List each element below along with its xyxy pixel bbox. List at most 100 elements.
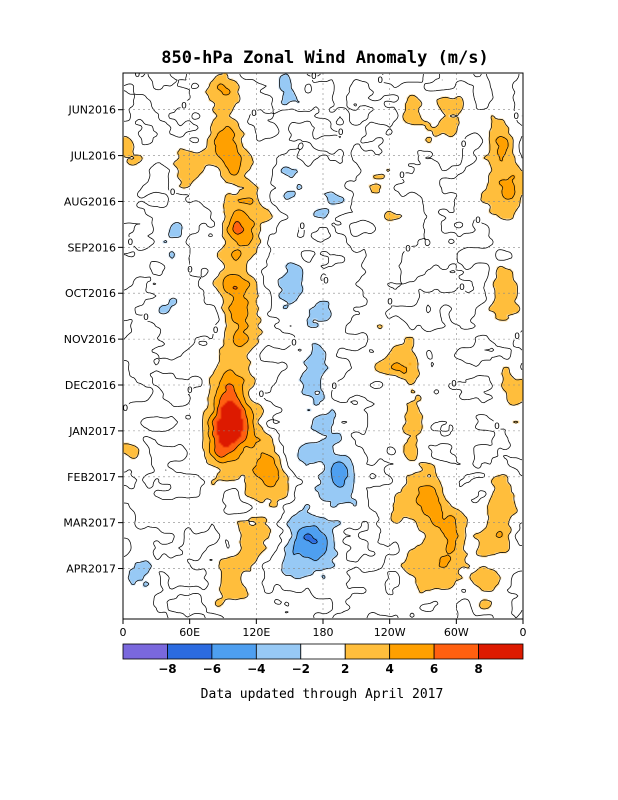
- colorbar-swatch: [389, 643, 435, 660]
- x-tick-label: 60E: [179, 626, 200, 639]
- y-tick-label: MAR2017: [63, 517, 116, 530]
- chart-title: 850-hPa Zonal Wind Anomaly (m/s): [161, 48, 489, 68]
- contour-label-bg: [513, 331, 521, 340]
- colorbar-label: 6: [430, 662, 438, 676]
- y-tick-label: DEC2016: [65, 379, 116, 392]
- contour-label-bg: [376, 75, 384, 84]
- contour-label-bg: [386, 296, 394, 306]
- contour-label: 0: [299, 222, 305, 232]
- update-note: Data updated through April 2017: [201, 687, 444, 702]
- contour-label-bg: [123, 403, 129, 412]
- contour-2: [123, 73, 523, 610]
- contour-label: 0: [187, 266, 193, 276]
- contour-label: 0: [494, 422, 500, 432]
- y-tick-label: JUL2016: [70, 150, 116, 163]
- contour-6: [211, 221, 249, 458]
- contour-label-bg: [180, 100, 188, 110]
- colorbar-label: 8: [474, 662, 482, 676]
- contour-label: 0: [513, 112, 519, 122]
- colorbar-swatch: [344, 643, 391, 660]
- y-tick-label: NOV2016: [64, 333, 116, 346]
- colorbar-swatch: [478, 643, 524, 660]
- gridlines: [123, 73, 523, 619]
- contour-label: 0: [181, 101, 187, 111]
- contour-4: [207, 83, 516, 568]
- contour-label: 0: [338, 128, 344, 138]
- y-tick-label: FEB2017: [67, 471, 116, 484]
- contour-label-bg: [458, 281, 466, 291]
- colorbar-swatch: [122, 643, 168, 660]
- contour-label-bg: [450, 378, 458, 388]
- colorbar-swatch: [433, 643, 479, 660]
- contour-label-bg: [322, 275, 330, 285]
- contour-label: 0: [323, 276, 329, 286]
- contour-label: 0: [143, 313, 149, 323]
- colorbar-swatch: [211, 643, 257, 660]
- contour-label-bg: [250, 107, 258, 117]
- colorbar-swatch: [255, 643, 302, 660]
- contour-label-bg: [212, 325, 220, 334]
- contour-label: 0: [459, 283, 465, 293]
- y-tick-label: AUG2016: [64, 195, 116, 208]
- contour-label: 0: [213, 326, 219, 336]
- contour-label-bg: [512, 111, 520, 120]
- colorbar-swatch: [300, 643, 346, 660]
- x-tick-label: 0: [120, 626, 127, 639]
- x-tick-label: 120W: [374, 626, 406, 639]
- contour-label: 0: [461, 140, 467, 150]
- contour-label: 0: [311, 72, 317, 82]
- contour-label-bg: [290, 337, 298, 347]
- contour-labels: 0 0 0 0 0 0 0 0 0 0 0 0 0 0 0 0 0 0 0 0 0 0 0 0 0 0 0 0: [123, 70, 521, 432]
- contour-label: 0: [170, 188, 176, 198]
- contour-label-bg: [142, 312, 150, 321]
- contour-label-bg: [330, 381, 338, 390]
- colorbar-swatch: [167, 643, 213, 660]
- contour-label: 0: [331, 382, 337, 392]
- contour-label-bg: [337, 127, 345, 136]
- contour-lines: [123, 73, 523, 619]
- contour-label: 0: [187, 386, 193, 396]
- contour-label: 0: [291, 338, 297, 348]
- colorbar-label: −8: [158, 662, 176, 676]
- colorbar-label: 4: [385, 662, 393, 676]
- x-tick-label: 0: [520, 626, 527, 639]
- contour-label: 0: [475, 216, 481, 226]
- contour-label-bg: [493, 421, 501, 430]
- x-axis: 0 60E 120E 180 120W 60W 0: [120, 619, 527, 639]
- colorbar-label: 2: [341, 662, 349, 676]
- contour-label: 0: [123, 404, 129, 414]
- contour-label: 0: [387, 298, 393, 308]
- colorbar-label: −6: [203, 662, 221, 676]
- contour-label-bg: [126, 237, 134, 246]
- contour-label-bg: [474, 214, 482, 224]
- contour-label-bg: [133, 73, 141, 78]
- y-tick-label: OCT2016: [65, 287, 116, 300]
- contour-label-bg: [398, 170, 406, 180]
- y-axis: JUN2016 JUL2016 AUG2016 SEP2016 OCT2016 NOV20…: [63, 104, 123, 576]
- y-tick-label: APR2017: [66, 563, 116, 576]
- contour-label-bg: [310, 73, 318, 80]
- colorbar-label: −2: [292, 662, 310, 676]
- contour-label: 0: [128, 238, 134, 248]
- y-tick-label: SEP2016: [67, 241, 116, 254]
- plot-area: 0 0 0 0 0 0 0 0 0 0 0 0 0 0 0 0 0 0 0 0 0 0 0 0 0 0 0 0: [123, 70, 523, 619]
- colorbar: −8 −6 −4 −2 2 4 6 8: [122, 643, 524, 676]
- contour-label: 0: [451, 379, 457, 389]
- contour-label-bg: [186, 264, 194, 274]
- x-tick-label: 60W: [444, 626, 469, 639]
- y-tick-label: JUN2016: [67, 104, 116, 117]
- colorbar-label: −4: [247, 662, 265, 676]
- x-tick-label: 120E: [242, 626, 270, 639]
- contour-label-bg: [460, 139, 468, 148]
- contour-neg6: [303, 533, 318, 545]
- contour-label: 0: [399, 171, 405, 181]
- contour-label-bg: [169, 187, 177, 196]
- contour-label: 0: [135, 70, 141, 80]
- contour-label-bg: [404, 243, 412, 253]
- y-tick-label: JAN2017: [68, 425, 116, 438]
- contour-label: 0: [514, 332, 520, 342]
- contour-label: 0: [405, 245, 411, 255]
- contour-label: 0: [251, 109, 257, 119]
- contour-label-bg: [257, 389, 265, 398]
